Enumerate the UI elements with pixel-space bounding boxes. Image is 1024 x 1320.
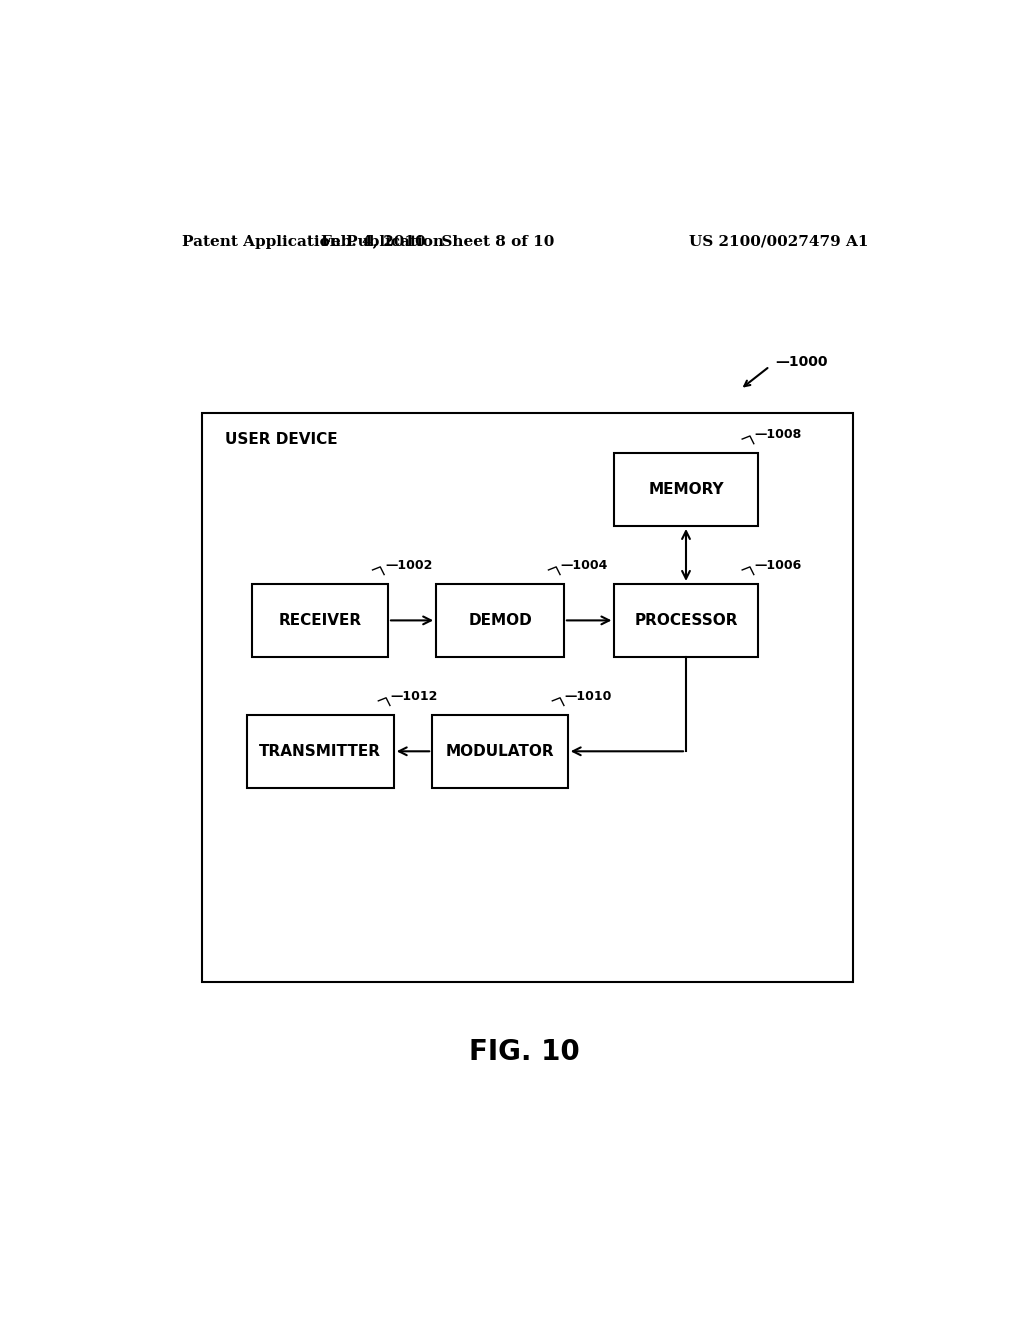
Bar	[436, 583, 564, 657]
Text: US 2100/0027479 A1: US 2100/0027479 A1	[688, 235, 868, 248]
Text: RECEIVER: RECEIVER	[279, 612, 361, 628]
Text: DEMOD: DEMOD	[468, 612, 531, 628]
Text: USER DEVICE: USER DEVICE	[225, 432, 338, 447]
Bar	[247, 714, 394, 788]
Text: —1006: —1006	[755, 558, 802, 572]
Text: —1004: —1004	[561, 558, 608, 572]
Text: —1012: —1012	[391, 690, 438, 702]
Text: MEMORY: MEMORY	[648, 482, 724, 498]
Bar	[432, 714, 568, 788]
Text: —1008: —1008	[755, 428, 802, 441]
Text: —1002: —1002	[385, 558, 432, 572]
Bar	[252, 583, 388, 657]
Bar	[614, 453, 758, 527]
Text: —1000: —1000	[775, 355, 827, 370]
Bar	[614, 583, 758, 657]
Text: FIG. 10: FIG. 10	[469, 1038, 581, 1065]
Text: Patent Application Publication: Patent Application Publication	[182, 235, 444, 248]
Text: MODULATOR: MODULATOR	[445, 743, 554, 759]
Text: TRANSMITTER: TRANSMITTER	[259, 743, 381, 759]
Bar	[202, 412, 853, 982]
Text: PROCESSOR: PROCESSOR	[634, 612, 737, 628]
Text: —1010: —1010	[564, 690, 612, 702]
Text: Feb. 4, 2010   Sheet 8 of 10: Feb. 4, 2010 Sheet 8 of 10	[322, 235, 555, 248]
